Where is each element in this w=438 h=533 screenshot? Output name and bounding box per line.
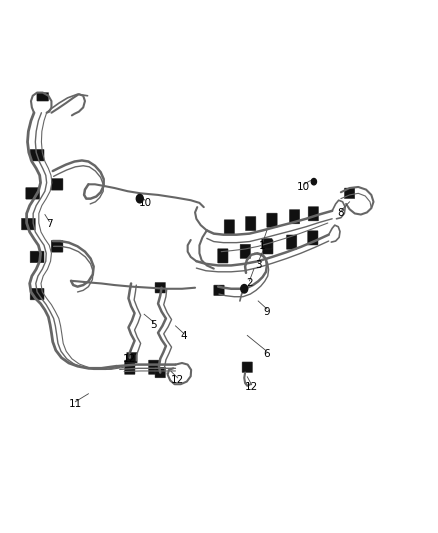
FancyBboxPatch shape: [155, 367, 166, 378]
Text: 12: 12: [171, 375, 184, 385]
FancyBboxPatch shape: [30, 149, 44, 161]
FancyBboxPatch shape: [242, 362, 253, 373]
FancyBboxPatch shape: [37, 93, 49, 101]
FancyBboxPatch shape: [30, 288, 44, 300]
Text: 7: 7: [46, 219, 53, 229]
Text: 10: 10: [138, 198, 152, 208]
Text: 4: 4: [181, 332, 187, 342]
FancyBboxPatch shape: [21, 218, 35, 230]
Circle shape: [311, 179, 317, 185]
Text: 9: 9: [264, 306, 270, 317]
Text: 1: 1: [259, 241, 266, 252]
FancyBboxPatch shape: [127, 352, 137, 363]
FancyBboxPatch shape: [214, 285, 224, 296]
Text: 6: 6: [264, 349, 270, 359]
FancyBboxPatch shape: [51, 179, 63, 190]
FancyBboxPatch shape: [155, 282, 166, 293]
FancyBboxPatch shape: [286, 235, 297, 249]
FancyBboxPatch shape: [26, 188, 40, 199]
FancyBboxPatch shape: [148, 360, 159, 374]
FancyBboxPatch shape: [263, 240, 273, 254]
Text: 3: 3: [255, 260, 261, 270]
Text: 11: 11: [69, 399, 82, 409]
Text: 8: 8: [338, 208, 344, 219]
Text: 2: 2: [246, 278, 253, 288]
FancyBboxPatch shape: [30, 251, 44, 263]
FancyBboxPatch shape: [224, 220, 235, 234]
FancyBboxPatch shape: [290, 209, 300, 224]
FancyBboxPatch shape: [344, 188, 355, 199]
FancyBboxPatch shape: [261, 238, 272, 249]
Text: 12: 12: [123, 354, 136, 364]
Circle shape: [241, 285, 248, 293]
FancyBboxPatch shape: [267, 213, 277, 228]
FancyBboxPatch shape: [218, 249, 228, 263]
FancyBboxPatch shape: [240, 244, 251, 259]
Text: 5: 5: [150, 320, 157, 330]
FancyBboxPatch shape: [124, 360, 135, 374]
FancyBboxPatch shape: [245, 216, 256, 231]
Text: 12: 12: [245, 382, 258, 392]
FancyBboxPatch shape: [51, 240, 63, 252]
FancyBboxPatch shape: [307, 231, 318, 245]
FancyBboxPatch shape: [308, 207, 318, 221]
Circle shape: [136, 195, 143, 203]
Text: 10: 10: [297, 182, 311, 192]
